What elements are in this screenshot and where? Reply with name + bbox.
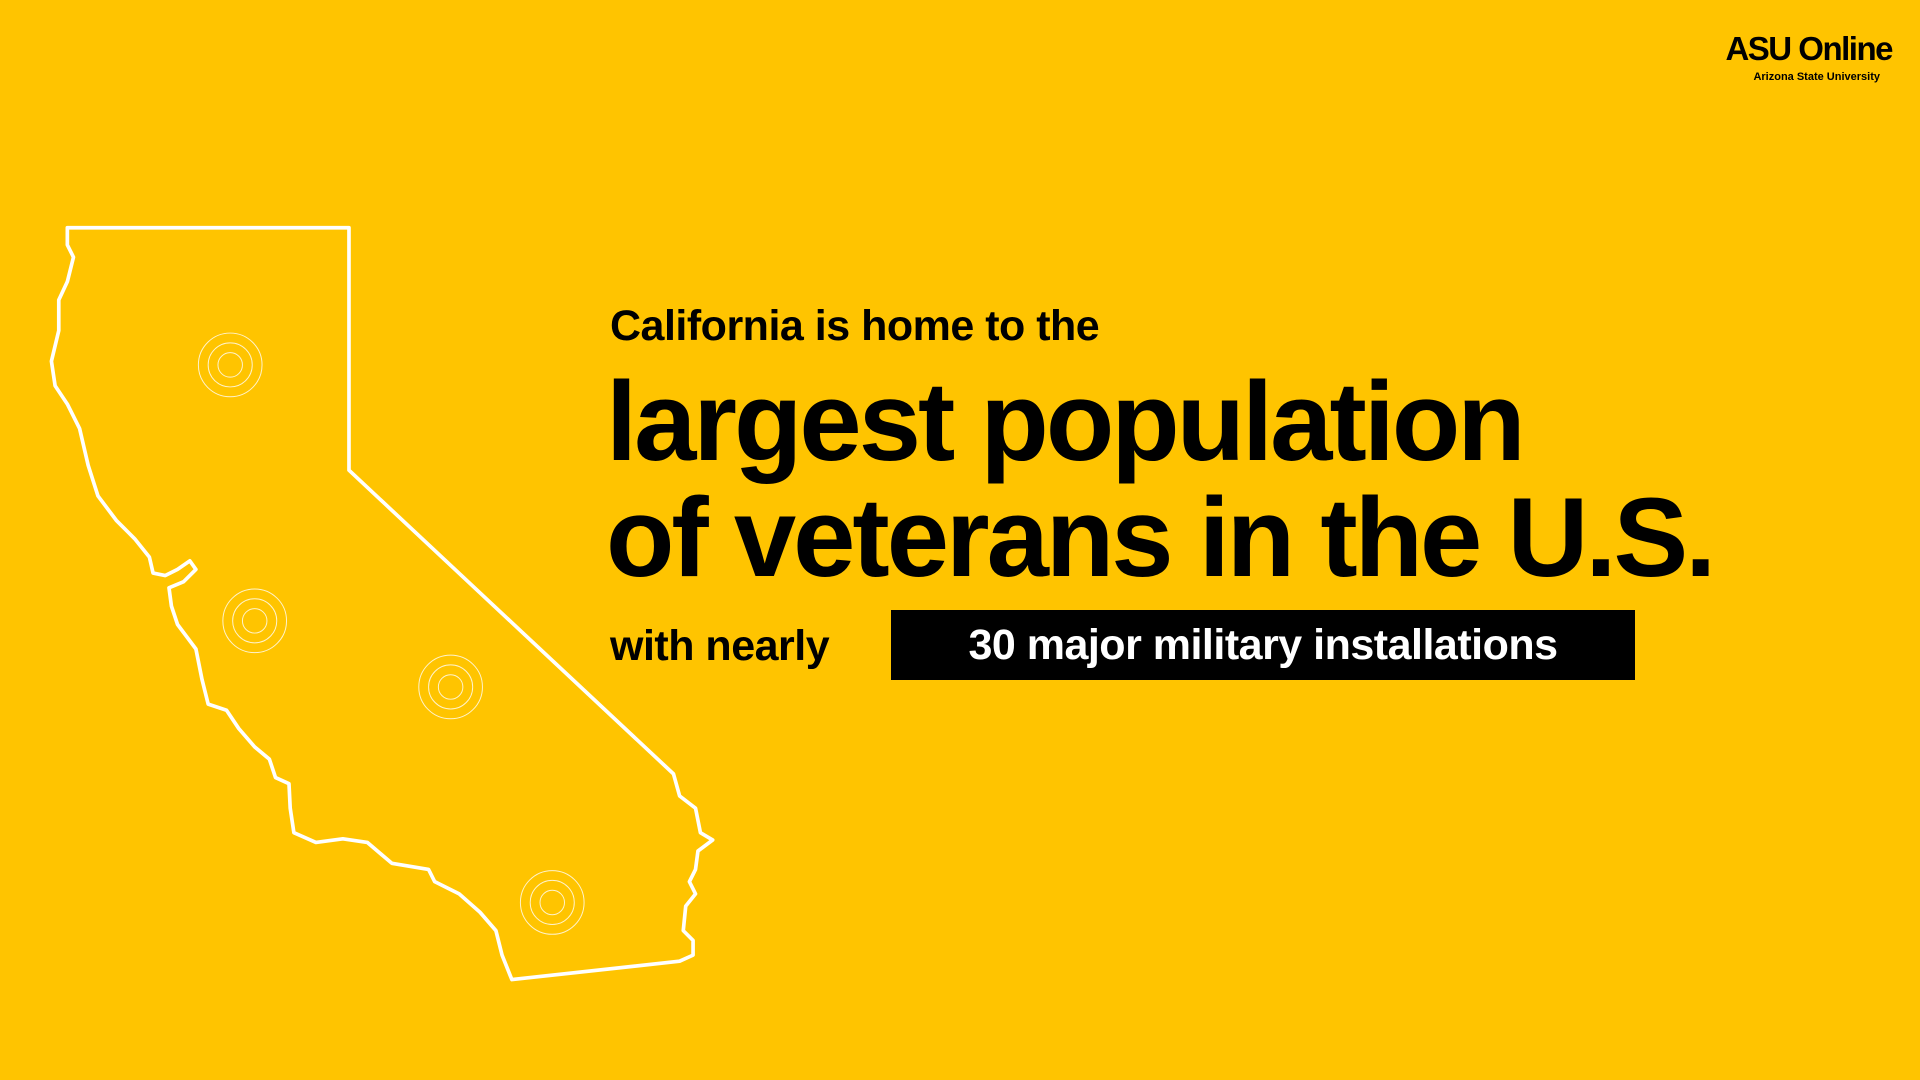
base-marker: [197, 332, 263, 398]
base-marker: [222, 588, 288, 654]
logo-subtitle: Arizona State University: [1753, 71, 1880, 83]
intro-text: California is home to the: [610, 302, 1100, 350]
headline: of veterans in the U.S.: [606, 475, 1716, 600]
state-outline: [49, 225, 715, 982]
detail-lead: with nearly: [610, 622, 830, 670]
logo: ASU Online: [1725, 30, 1893, 67]
base-marker: [418, 654, 483, 720]
headline: largest population: [606, 359, 1526, 484]
base-marker: [519, 870, 585, 935]
highlight-box: 30 major military installations: [891, 610, 1635, 680]
